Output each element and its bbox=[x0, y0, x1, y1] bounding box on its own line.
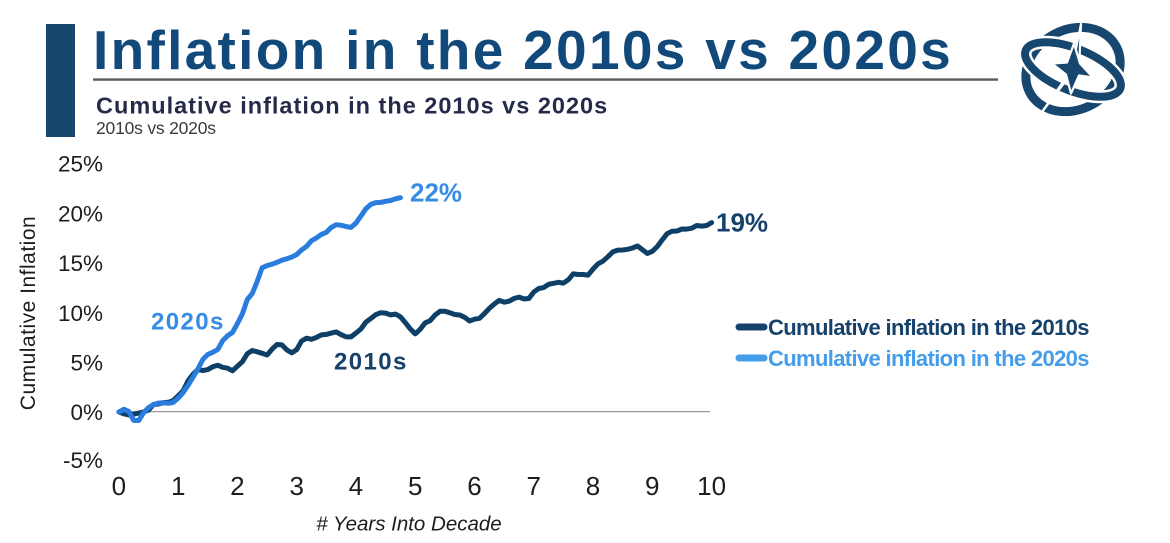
svg-text:2010s vs 2020s: 2010s vs 2020s bbox=[96, 118, 216, 138]
svg-text:Cumulative inflation in the 20: Cumulative inflation in the 2010s vs 202… bbox=[96, 93, 608, 119]
svg-text:Cumulative Inflation: Cumulative Inflation bbox=[17, 216, 40, 410]
svg-text:20%: 20% bbox=[58, 201, 103, 226]
svg-text:# Years Into Decade: # Years Into Decade bbox=[316, 513, 501, 536]
svg-text:6: 6 bbox=[467, 471, 481, 501]
svg-text:22%: 22% bbox=[410, 178, 462, 208]
svg-text:0%: 0% bbox=[70, 400, 103, 425]
svg-text:5%: 5% bbox=[70, 351, 103, 376]
svg-text:5: 5 bbox=[408, 471, 422, 501]
svg-text:10%: 10% bbox=[58, 301, 103, 326]
svg-text:9: 9 bbox=[645, 471, 659, 501]
svg-text:2010s: 2010s bbox=[334, 349, 408, 376]
svg-text:4: 4 bbox=[349, 471, 363, 501]
svg-text:Cumulative inflation in the 20: Cumulative inflation in the 2020s bbox=[768, 346, 1089, 371]
svg-text:Inflation in the 2010s vs 2020: Inflation in the 2010s vs 2020s bbox=[93, 19, 953, 81]
svg-text:10: 10 bbox=[697, 471, 726, 501]
svg-text:2: 2 bbox=[230, 471, 244, 501]
svg-text:8: 8 bbox=[586, 471, 600, 501]
svg-text:0: 0 bbox=[112, 471, 126, 501]
svg-text:-5%: -5% bbox=[63, 448, 103, 473]
svg-text:2020s: 2020s bbox=[151, 309, 225, 336]
svg-text:3: 3 bbox=[289, 471, 303, 501]
svg-text:Cumulative inflation in the 20: Cumulative inflation in the 2010s bbox=[768, 315, 1089, 340]
svg-text:1: 1 bbox=[171, 471, 185, 501]
svg-text:15%: 15% bbox=[58, 251, 103, 276]
svg-text:25%: 25% bbox=[58, 152, 103, 177]
svg-text:7: 7 bbox=[526, 471, 540, 501]
svg-text:19%: 19% bbox=[716, 208, 768, 238]
